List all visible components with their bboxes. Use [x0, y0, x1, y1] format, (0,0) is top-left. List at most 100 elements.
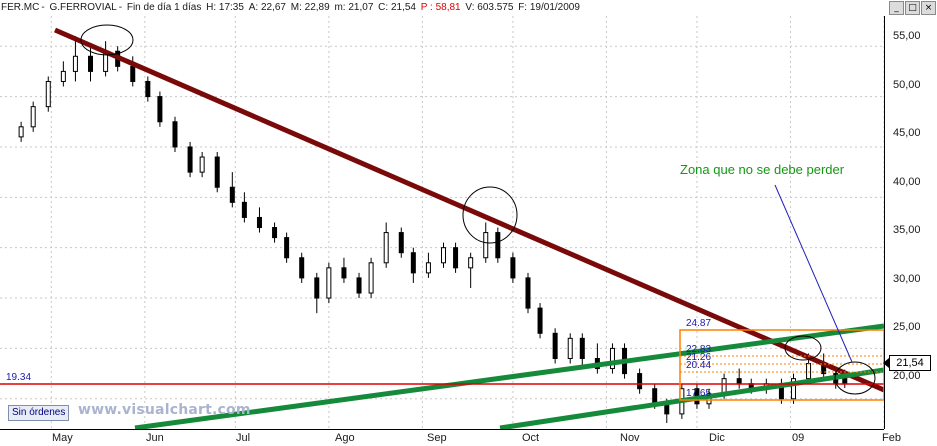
x-tick-label: Sep [427, 432, 447, 444]
candle-body [256, 216, 262, 229]
current-price-marker: 21,54 [883, 355, 931, 371]
support-level-label: 19.34 [6, 372, 32, 383]
fib-level-label: 24.87 [686, 318, 712, 329]
resistance-trend-line [54, 27, 885, 393]
candle-body [790, 378, 796, 400]
minimize-button[interactable]: _ [889, 1, 904, 15]
high-value: M: 22,89 [290, 2, 330, 13]
candle-body [609, 347, 615, 370]
x-tick-label: Oct [522, 432, 540, 444]
candle-body [157, 96, 163, 123]
x-tick-label: Dic [709, 432, 725, 444]
candle-body [72, 55, 78, 72]
y-tick-label: 25,00 [893, 321, 921, 333]
watermark: www.visualchart.com [78, 402, 251, 418]
candle [495, 227, 501, 263]
candle [214, 151, 220, 193]
symbol: FER.MC [1, 2, 40, 13]
candle-body [441, 247, 447, 264]
y-tick-label: 45,00 [893, 127, 921, 139]
candle-body [425, 262, 431, 274]
close-button[interactable]: × [921, 1, 936, 15]
candle [441, 242, 447, 268]
candle-body [130, 65, 136, 82]
candle [187, 141, 193, 178]
x-tick-label: May [52, 432, 73, 444]
candle-body [383, 232, 389, 264]
candle [383, 222, 389, 268]
percent-value: P : 58,81 [420, 2, 461, 13]
candle-body [187, 146, 193, 173]
candle-body [326, 267, 332, 299]
candle-body [284, 237, 290, 259]
fib-level-label: 21.26 [686, 352, 712, 363]
instrument-name: G.FERROVIAL [49, 2, 117, 13]
fib-level-label: 20.44 [686, 360, 712, 371]
candle-body [145, 80, 151, 98]
fib-level-label: 22.83 [686, 344, 712, 355]
candle [368, 257, 374, 299]
candle [45, 76, 51, 112]
highlight-ellipse [80, 24, 134, 56]
candle-body [60, 70, 66, 82]
candle-body [368, 262, 374, 294]
candle-body [356, 277, 362, 294]
candle [567, 333, 573, 364]
x-tick-label: Jul [236, 432, 251, 444]
candle-body [552, 332, 558, 359]
channel-upper-line [134, 323, 885, 431]
candle [594, 343, 600, 374]
candle-body [229, 186, 235, 203]
orders-button[interactable]: Sin órdenes [8, 405, 70, 421]
candle [398, 227, 404, 258]
candle [30, 101, 36, 132]
candle-body [453, 247, 459, 269]
highlight-ellipse [462, 186, 518, 244]
candle-body [272, 227, 278, 239]
candle-body [637, 373, 643, 390]
candle [60, 61, 66, 87]
candle [410, 247, 416, 283]
candle-body [468, 257, 474, 269]
candle [284, 232, 290, 263]
candle [525, 272, 531, 314]
x-tick-label: Jun [146, 432, 164, 444]
y-tick-label: 30,00 [893, 273, 921, 285]
time-value: H: 17:35 [206, 2, 244, 13]
x-tick-label: 09 [792, 432, 805, 444]
candle [172, 116, 178, 152]
close-value: C: 21,54 [378, 2, 416, 13]
candle [537, 303, 543, 339]
candle-body [214, 156, 220, 188]
candle-body [806, 363, 812, 380]
candle [157, 91, 163, 127]
y-tick-label: 40,00 [893, 176, 921, 188]
y-tick-label: 55,00 [893, 30, 921, 42]
candle-body [410, 252, 416, 274]
candle-body [314, 277, 320, 299]
highlight-ellipse [834, 361, 876, 395]
x-tick-label: Ago [335, 432, 355, 444]
candlestick-series [18, 36, 848, 423]
candle-body [341, 267, 347, 279]
fib-level-label: 17.65 [686, 388, 712, 399]
candle [272, 222, 278, 243]
candle [18, 121, 24, 142]
candle [510, 252, 516, 283]
candle [341, 257, 347, 283]
y-tick-label: 50,00 [893, 79, 921, 91]
candle-body [199, 156, 205, 173]
x-tick-label: Nov [620, 432, 640, 444]
candle-body [652, 388, 658, 405]
candle [199, 151, 205, 178]
candle [552, 328, 558, 364]
candle [637, 368, 643, 394]
x-tick-label: Feb [882, 432, 901, 444]
candle-body [88, 55, 94, 72]
maximize-button[interactable]: □ [905, 1, 920, 15]
candle [314, 272, 320, 314]
candle-body [483, 232, 489, 259]
candle [468, 252, 474, 288]
